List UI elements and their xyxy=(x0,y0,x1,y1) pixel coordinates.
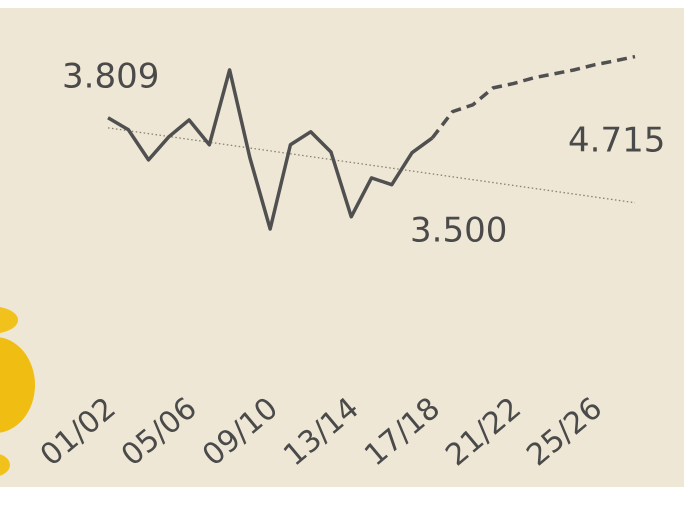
data-line xyxy=(107,68,434,231)
trend-line xyxy=(107,127,636,204)
annotation: 4.715 xyxy=(568,121,665,161)
decoration xyxy=(0,337,35,433)
decoration xyxy=(0,454,10,476)
decoration xyxy=(0,306,18,334)
annotation: 3.809 xyxy=(62,57,159,97)
plot-background xyxy=(0,8,684,487)
annotation: 3.500 xyxy=(410,211,507,251)
